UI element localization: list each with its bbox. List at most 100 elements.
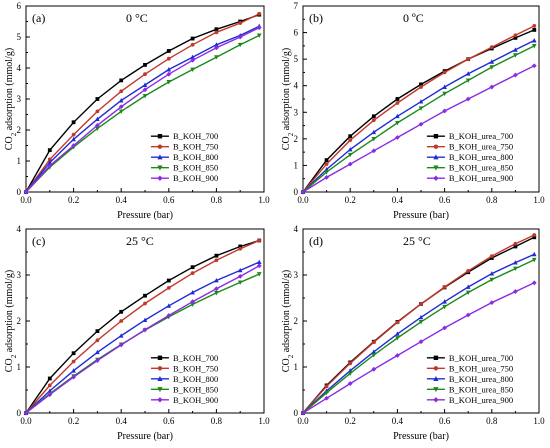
- legend-marker: [157, 387, 163, 393]
- data-point: [531, 280, 537, 286]
- data-point: [166, 285, 171, 290]
- data-point: [214, 291, 219, 296]
- data-point: [348, 134, 353, 139]
- data-point: [214, 30, 219, 35]
- legend-label: B_KOH_urea_750: [449, 363, 513, 373]
- data-point: [142, 82, 148, 87]
- legend-marker: [157, 397, 163, 403]
- series-B_KOH_urea_800: [300, 251, 537, 415]
- x-tick-label: 0.6: [439, 416, 451, 426]
- series-B_KOH_urea_750: [301, 233, 537, 415]
- data-point: [466, 57, 471, 62]
- legend-marker: [433, 355, 439, 360]
- y-axis-label-subscript: 2: [287, 354, 295, 358]
- x-tick-label: 0.2: [345, 195, 356, 205]
- data-point: [95, 329, 100, 334]
- data-point: [166, 80, 172, 85]
- x-tick-label: 1.0: [258, 195, 270, 205]
- y-tick-label: 4: [17, 63, 22, 73]
- legend-label: B_KOH_urea_800: [449, 374, 513, 384]
- data-point: [166, 56, 171, 61]
- y-tick-label: 4: [294, 81, 299, 91]
- series-B_KOH_900: [23, 25, 262, 195]
- y-tick-label: 2: [294, 316, 299, 326]
- y-axis-label: CO2 adsorption (mmol/g): [281, 48, 295, 150]
- legend-label: B_KOH_700: [173, 131, 218, 141]
- data-point: [166, 278, 171, 283]
- data-point: [95, 109, 100, 114]
- x-tick-label: 0.0: [297, 416, 309, 426]
- data-point: [442, 304, 447, 310]
- data-point: [395, 336, 400, 341]
- y-axis-label-part: adsorption (mmol/g): [281, 270, 292, 355]
- data-point: [489, 84, 495, 90]
- legend-label: B_KOH_urea_800: [449, 152, 513, 162]
- series-B_KOH_urea_850: [300, 43, 537, 195]
- panel-title: 25 °C: [403, 234, 431, 248]
- data-point: [489, 59, 495, 64]
- legend-marker: [433, 397, 439, 403]
- data-point: [418, 320, 424, 325]
- legend-marker: [157, 144, 163, 149]
- legend-label: B_KOH_urea_850: [449, 384, 513, 394]
- series-B_KOH_urea_900: [300, 63, 537, 195]
- data-point: [324, 162, 329, 167]
- data-point: [166, 71, 172, 77]
- data-point: [442, 84, 447, 89]
- y-tick-label: 4: [17, 224, 22, 234]
- legend-label: B_KOH_urea_700: [449, 353, 513, 363]
- data-point: [324, 158, 329, 163]
- chart-panel-1: 0.0 0.2 0.4 0.6 0.8 1.0 0 1 2 3 4 5 6 Pressure (bar) C…: [4, 1, 270, 221]
- data-point: [347, 371, 353, 376]
- data-point: [23, 189, 29, 195]
- legend-label: B_KOH_urea_900: [449, 395, 513, 405]
- data-point: [465, 78, 471, 83]
- y-axis-label-part: adsorption (mmol/g): [4, 270, 15, 355]
- y-tick-label: 0: [17, 187, 22, 197]
- data-point: [95, 122, 100, 128]
- data-point: [257, 11, 262, 16]
- panel-title: 0 ºC: [403, 11, 424, 25]
- data-point: [532, 28, 537, 32]
- data-point: [166, 67, 172, 72]
- legend-marker: [157, 154, 163, 160]
- data-point: [513, 72, 518, 78]
- data-point: [119, 319, 124, 323]
- data-point: [166, 303, 172, 308]
- data-point: [214, 253, 219, 258]
- chart-panel-2: 0.0 0.2 0.4 0.6 0.8 1.0 0 1 2 3 4 5 6 7 Pressure (bar)…: [281, 1, 545, 221]
- data-point: [531, 63, 537, 69]
- y-tick-label: 3: [294, 107, 299, 117]
- data-point: [531, 38, 537, 43]
- data-point: [190, 289, 195, 295]
- legend-marker: [433, 387, 439, 393]
- data-point: [300, 410, 306, 416]
- data-point: [419, 85, 423, 89]
- x-tick-label: 0.8: [486, 416, 498, 426]
- y-tick-label: 3: [17, 94, 22, 104]
- data-point: [489, 300, 495, 305]
- data-point: [489, 254, 494, 259]
- panel-title: 0 °C: [126, 11, 148, 25]
- data-point: [143, 72, 147, 77]
- x-tick-label: 0.2: [345, 416, 356, 426]
- data-point: [466, 268, 471, 273]
- data-point: [143, 293, 147, 298]
- data-point: [190, 54, 195, 60]
- y-tick-label: 0: [17, 408, 22, 418]
- data-point: [395, 331, 400, 336]
- data-point: [237, 34, 243, 40]
- x-tick-label: 0.0: [20, 195, 32, 205]
- data-point: [442, 285, 447, 289]
- data-point: [118, 333, 124, 338]
- data-point: [465, 312, 471, 318]
- data-point: [418, 121, 424, 127]
- data-point: [465, 71, 471, 76]
- legend-marker: [433, 144, 439, 149]
- data-point: [166, 313, 172, 318]
- x-tick-label: 0.4: [392, 416, 404, 426]
- data-point: [118, 109, 124, 114]
- data-point: [513, 244, 518, 249]
